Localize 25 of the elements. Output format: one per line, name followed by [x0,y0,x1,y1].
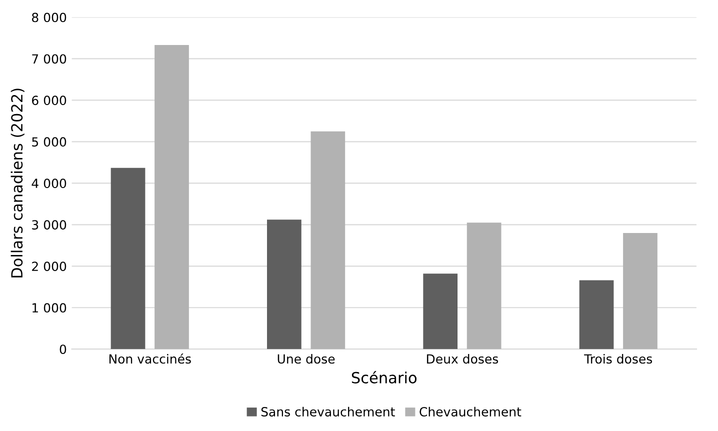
y-tick-label: 1 000 [32,303,66,313]
bar [154,45,189,350]
bar [466,222,502,350]
y-axis-title: Dollars canadiens (2022) [10,88,24,278]
x-tick-label: Non vaccinés [109,353,191,364]
bar [623,232,658,350]
x-tick-label: Trois doses [584,354,652,364]
x-tick-label: Une dose [278,354,335,364]
legend-label: Chevauchement [420,406,522,416]
y-tick-label: 8 000 [32,12,66,22]
y-tick-label: 3 000 [32,220,66,230]
legend-label: Sans chevauchement [261,406,395,416]
bar [423,274,458,350]
y-tick-label: 6 000 [32,96,66,106]
y-tick-label: 5 000 [32,137,66,147]
y-tick-label: 4 000 [32,178,66,188]
y-tick-label: 0 [60,344,66,354]
x-tick-label: Deux doses [426,354,498,364]
y-tick-label: 7 000 [32,54,66,64]
bar [110,168,146,350]
bar [579,280,614,350]
y-tick-label: 2 000 [32,262,66,272]
bar [310,131,346,350]
x-axis-title: Scénario [352,371,416,384]
bar [267,220,302,350]
